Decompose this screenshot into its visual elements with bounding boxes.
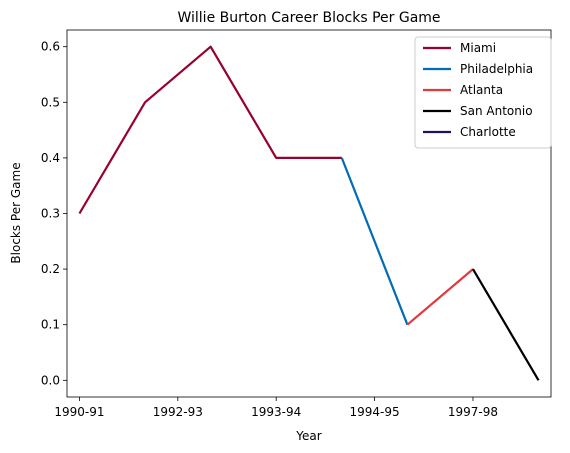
y-tick-label: 0.5: [41, 95, 60, 109]
y-tick-label: 0.0: [41, 373, 60, 387]
series-line-philadelphia: [340, 157, 409, 326]
legend: Miami Philadelphia Atlanta San Antonio Charl…: [414, 36, 552, 149]
series-line-atlanta: [406, 268, 474, 326]
series-line-miami: [78, 45, 342, 215]
x-axis: 1990-91 1992-93 1993-94 1994-95 1997-98: [54, 397, 498, 419]
legend-label-miami: Miami: [460, 41, 496, 55]
series-lines: [78, 45, 540, 381]
legend-label-philadelphia: Philadelphia: [460, 62, 533, 76]
x-tick-label: 1997-98: [448, 405, 498, 419]
x-tick-label: 1992-93: [153, 405, 203, 419]
legend-label-san-antonio: San Antonio: [460, 104, 533, 118]
series-line-san-antonio: [472, 268, 540, 381]
chart-title: Willie Burton Career Blocks Per Game: [177, 10, 440, 26]
y-tick-label: 0.2: [41, 262, 60, 276]
legend-label-atlanta: Atlanta: [460, 83, 503, 97]
x-tick-label: 1994-95: [350, 405, 400, 419]
y-tick-label: 0.1: [41, 318, 60, 332]
x-tick-label: 1990-91: [54, 405, 104, 419]
y-axis: 0.0 0.1 0.2 0.3 0.4 0.5 0.6: [41, 40, 67, 387]
y-tick-label: 0.4: [41, 151, 60, 165]
y-tick-label: 0.6: [41, 40, 60, 54]
x-axis-title: Year: [295, 429, 321, 443]
y-tick-label: 0.3: [41, 207, 60, 221]
y-axis-title: Blocks Per Game: [9, 162, 23, 263]
x-tick-label: 1993-94: [251, 405, 301, 419]
legend-label-charlotte: Charlotte: [460, 125, 516, 139]
legend-frame: [414, 36, 552, 149]
